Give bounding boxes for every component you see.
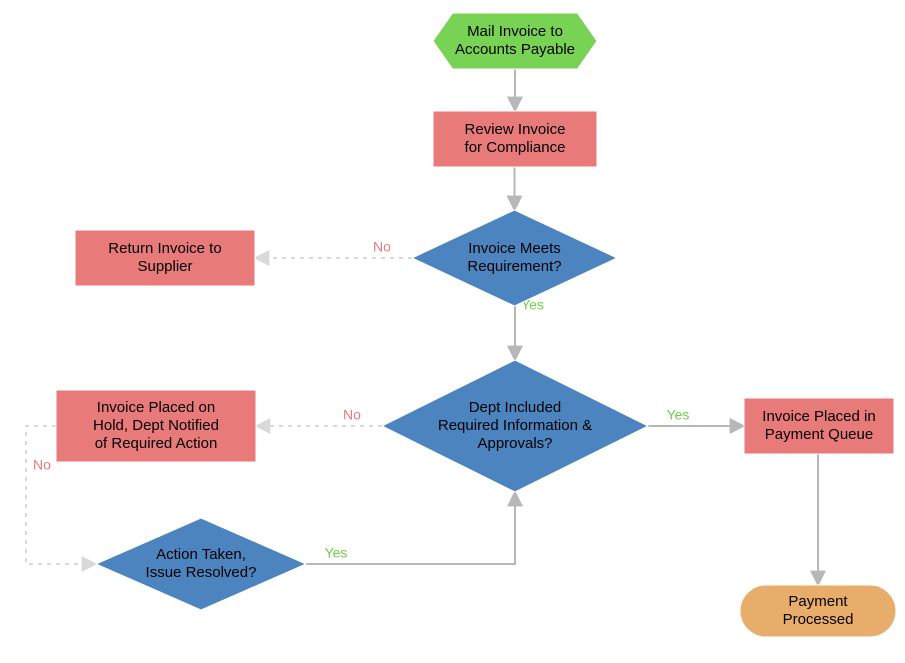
node-payment: PaymentProcessed xyxy=(740,585,896,637)
node-meets-text-1: Requirement? xyxy=(467,258,561,275)
node-queue: Invoice Placed inPayment Queue xyxy=(744,398,894,454)
node-start-text-1: Accounts Payable xyxy=(455,41,575,58)
node-hold-text-1: Hold, Dept Notified xyxy=(93,417,219,434)
node-start-text-0: Mail Invoice to xyxy=(467,23,563,40)
edge-label-action-dept: Yes xyxy=(325,545,348,561)
nodes-layer: Mail Invoice toAccounts Payable Review In… xyxy=(56,13,896,637)
node-review-text-0: Review Invoice xyxy=(465,121,566,138)
edge-queue-payment xyxy=(818,454,819,585)
edge-label-dept-hold: No xyxy=(343,407,361,423)
node-queue-text-1: Payment Queue xyxy=(765,426,873,443)
node-hold-text-2: of Required Action xyxy=(95,435,218,452)
node-meets-text-0: Invoice Meets xyxy=(468,240,561,257)
node-dept: Dept IncludedRequired Information &Appro… xyxy=(382,360,648,492)
edge-label-hold-action: No xyxy=(33,457,51,473)
node-hold: Invoice Placed onHold, Dept Notifiedof R… xyxy=(56,390,256,462)
node-payment-text-1: Processed xyxy=(783,611,854,628)
edge-label-dept-queue: Yes xyxy=(667,407,690,423)
edge-label-meets-return: No xyxy=(373,239,391,255)
flowchart: NoYesNoYesNoYes Mail Invoice toAccounts … xyxy=(0,0,905,663)
edge-review-meets xyxy=(515,167,516,210)
node-meets: Invoice MeetsRequirement? xyxy=(412,210,617,306)
node-dept-text-0: Dept Included xyxy=(469,399,562,416)
node-review: Review Invoicefor Compliance xyxy=(433,111,597,167)
edges-layer: NoYesNoYesNoYes xyxy=(26,69,819,585)
node-return: Return Invoice toSupplier xyxy=(75,230,255,286)
edge-meets-dept xyxy=(515,306,516,360)
node-action: Action Taken,Issue Resolved? xyxy=(96,518,306,610)
node-return-text-0: Return Invoice to xyxy=(108,240,221,257)
node-queue-text-0: Invoice Placed in xyxy=(762,408,875,425)
node-dept-text-1: Required Information & xyxy=(438,417,592,434)
node-start: Mail Invoice toAccounts Payable xyxy=(433,13,597,69)
node-review-text-1: for Compliance xyxy=(465,139,566,156)
node-dept-text-2: Approvals? xyxy=(477,435,552,452)
node-return-text-1: Supplier xyxy=(137,258,192,275)
node-payment-text-0: Payment xyxy=(788,593,848,610)
node-action-text-1: Issue Resolved? xyxy=(146,564,257,581)
node-hold-text-0: Invoice Placed on xyxy=(97,399,215,416)
node-action-text-0: Action Taken, xyxy=(156,546,246,563)
